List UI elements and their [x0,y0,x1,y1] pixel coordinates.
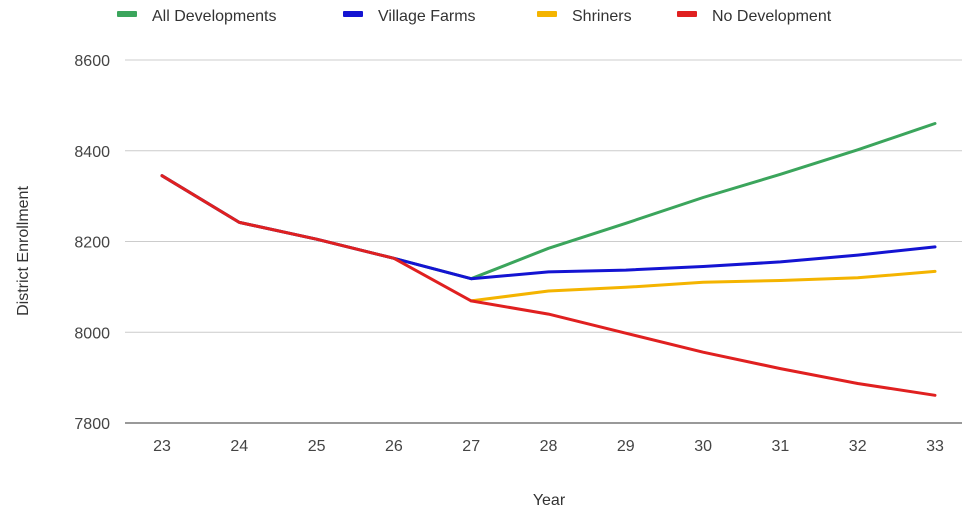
y-tick-label: 7800 [74,416,110,433]
legend-swatch [677,11,697,17]
x-tick-label: 23 [153,438,171,455]
legend-label: All Developments [152,8,277,25]
y-axis-title: District Enrollment [15,186,32,316]
series-line-shriners [469,269,937,303]
x-tick-label: 26 [385,438,403,455]
legend-label: Shriners [572,8,632,25]
legend-swatch [537,11,557,17]
gridlines [125,59,962,424]
legend-item-shriners: Shriners [537,8,632,25]
legend-item-all-developments: All Developments [117,8,277,25]
y-tick-label: 8200 [74,235,110,252]
x-tick-label: 31 [772,438,790,455]
x-tick-label: 32 [849,438,867,455]
legend-item-village-farms: Village Farms [343,8,476,25]
y-tick-label: 8600 [74,53,110,70]
series-line-all-developments [160,122,937,281]
legend-item-no-development: No Development [677,8,832,25]
x-tick-label: 28 [540,438,558,455]
y-axis-ticks: 7800 8000 8200 8400 8600 [74,53,110,433]
x-tick-label: 24 [230,438,248,455]
series-lines [160,122,937,397]
legend-label: Village Farms [378,8,476,25]
y-tick-label: 8000 [74,325,110,342]
legend-swatch [343,11,363,17]
x-tick-label: 25 [308,438,326,455]
x-tick-label: 27 [462,438,480,455]
x-axis-title: Year [533,492,566,509]
y-tick-label: 8400 [74,144,110,161]
x-axis-ticks: 23 24 25 26 27 28 29 30 31 32 33 [153,438,944,455]
x-tick-label: 30 [694,438,712,455]
x-tick-label: 33 [926,438,944,455]
series-line-village-farms [160,174,937,281]
x-tick-label: 29 [617,438,635,455]
series-line-no-development [160,174,937,397]
legend: All Developments Village Farms Shriners No … [117,8,832,25]
legend-label: No Development [712,8,832,25]
legend-swatch [117,11,137,17]
